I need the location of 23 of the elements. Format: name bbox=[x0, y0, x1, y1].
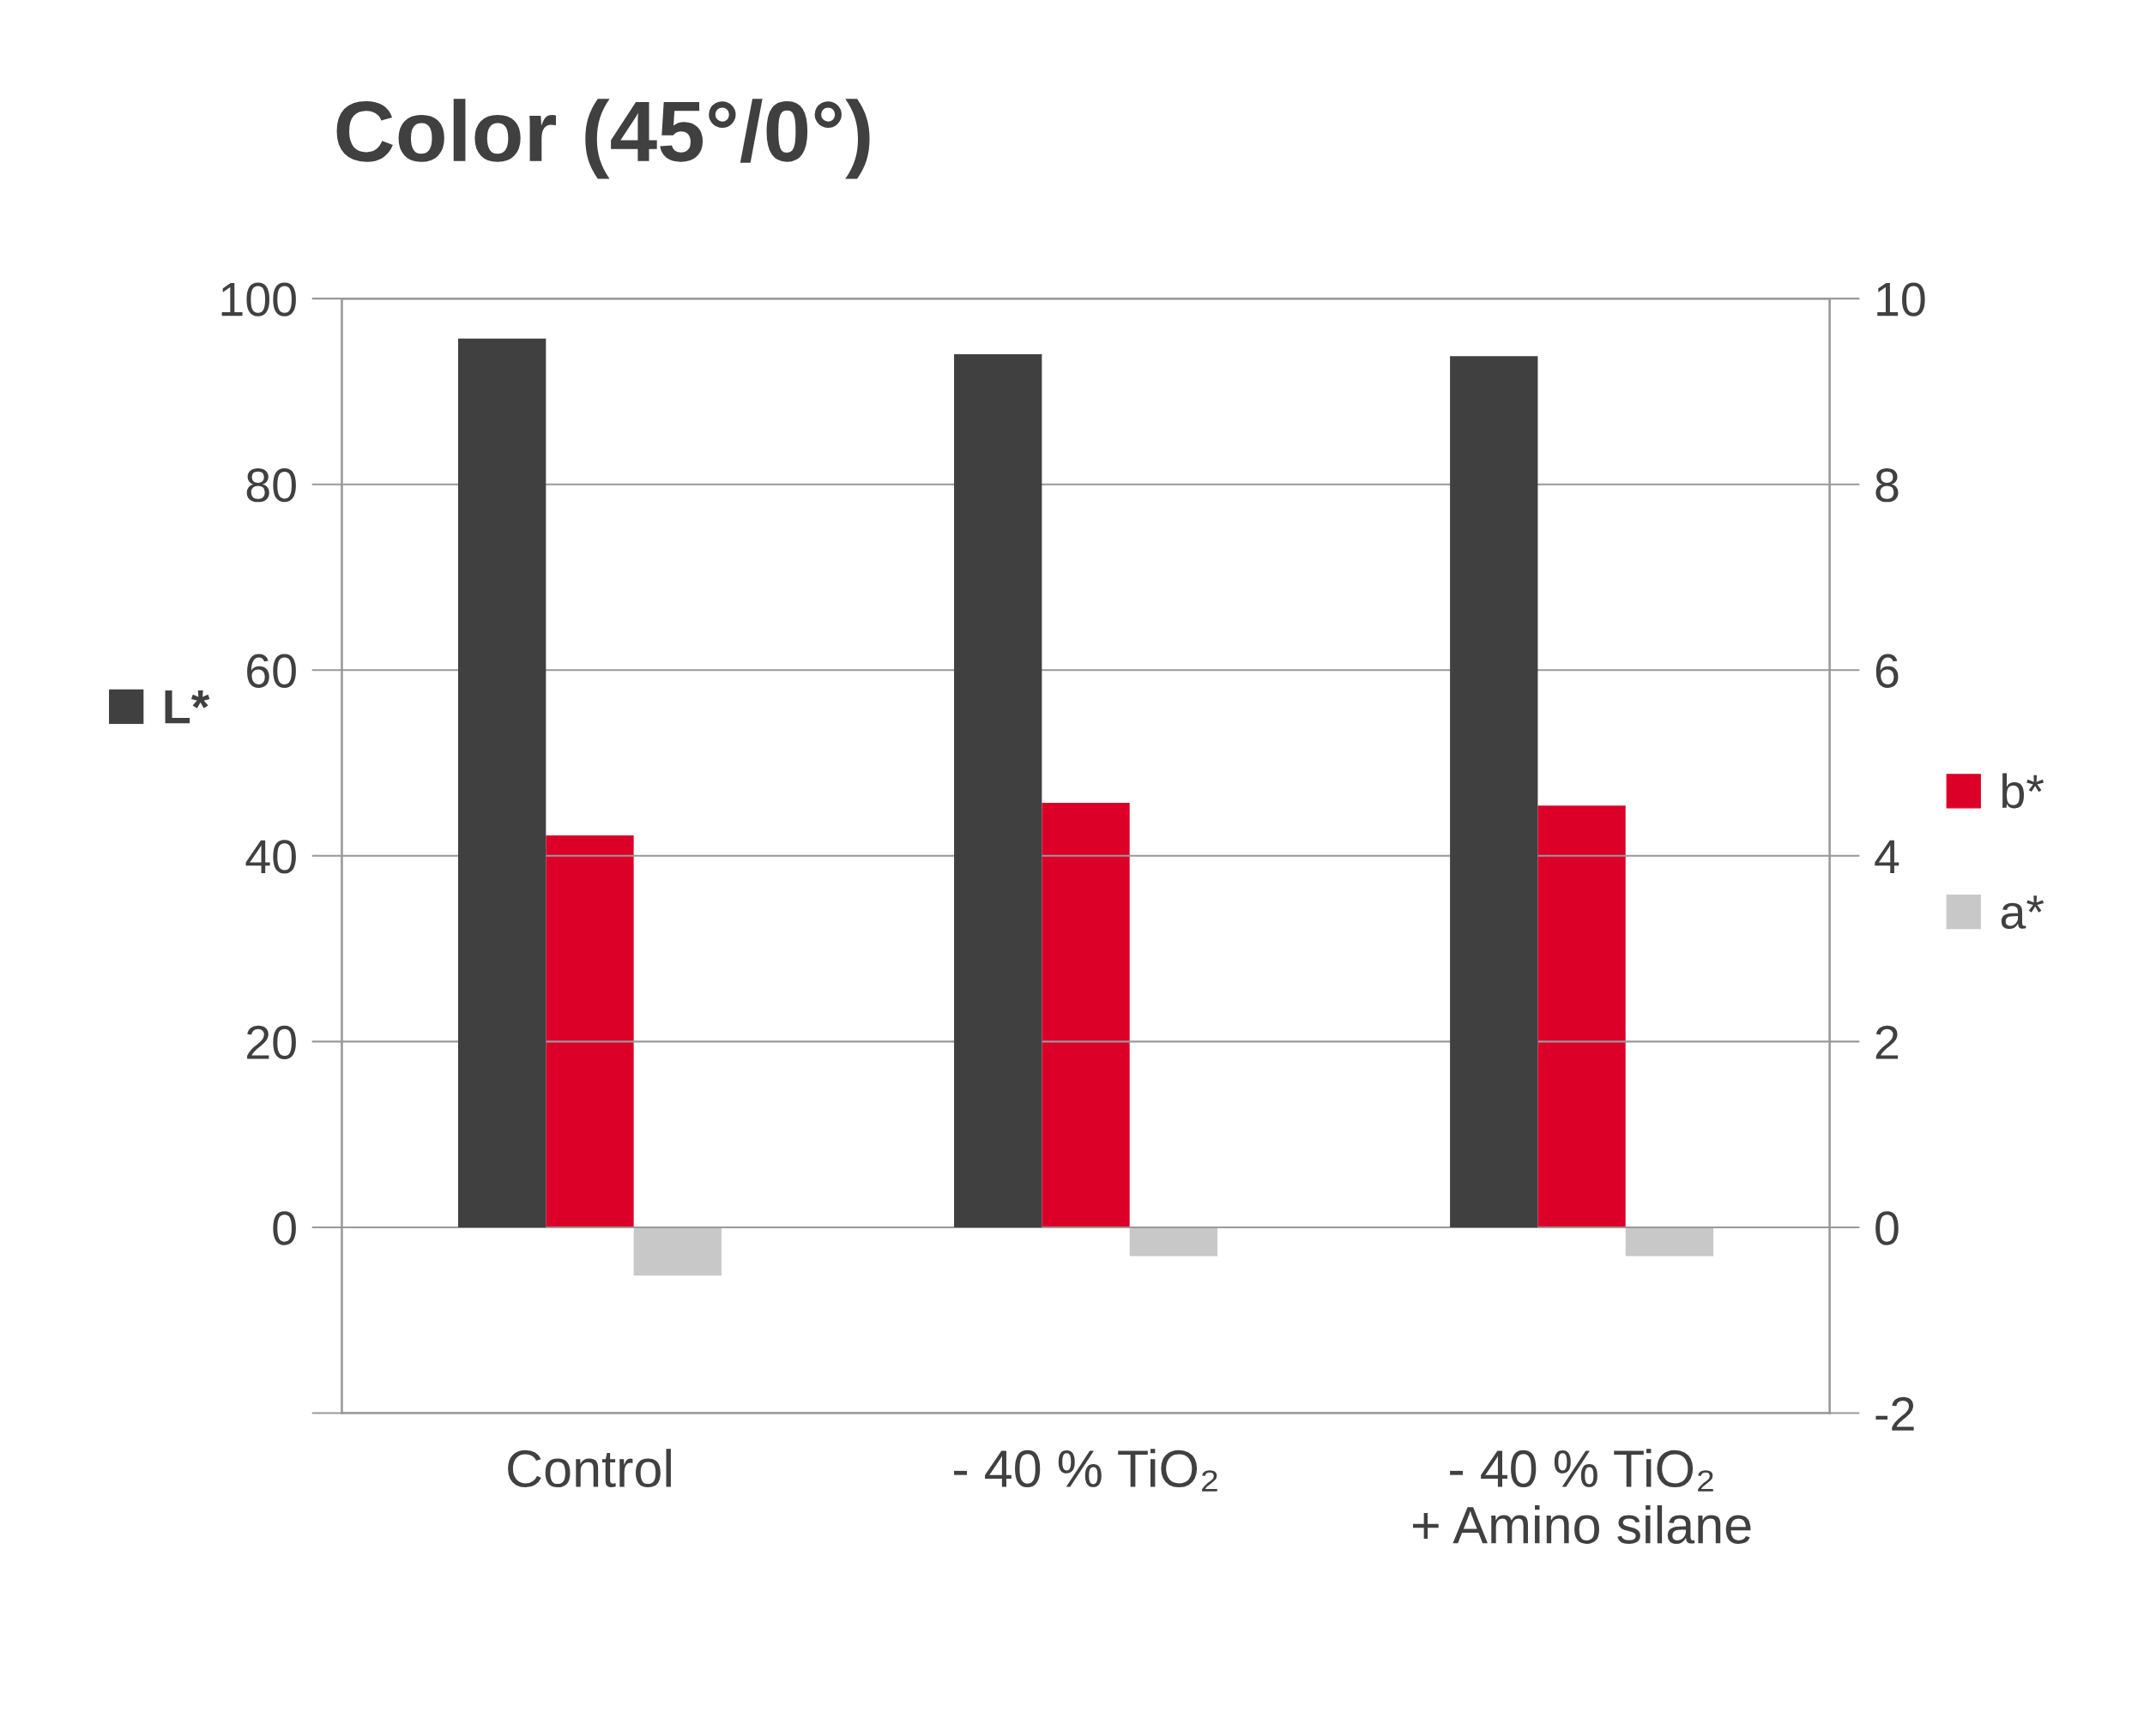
x-tick-label: - 40 % TiO₂ + Amino silane bbox=[1412, 1449, 1751, 1544]
legend-label: b* bbox=[2002, 773, 2044, 809]
y-tick-label: 100 bbox=[221, 282, 296, 316]
y-tick-label: 80 bbox=[246, 468, 296, 503]
y2-tick-label: 4 bbox=[1875, 840, 1899, 873]
bar bbox=[1129, 1227, 1217, 1257]
x-tick-label: - 40 % TiO₂ bbox=[954, 1449, 1217, 1492]
bar bbox=[1625, 1227, 1714, 1257]
x-tick-label: Control bbox=[508, 1449, 671, 1488]
y2-tick-label: 0 bbox=[1875, 1211, 1899, 1245]
chart-title: Color (45°/0°) bbox=[336, 99, 870, 179]
y-tick-label: 20 bbox=[247, 1025, 296, 1060]
y2-tick-label: 8 bbox=[1875, 468, 1899, 503]
legend-label: L* bbox=[165, 690, 210, 724]
y2-tick-label: -2 bbox=[1875, 1396, 1914, 1431]
y-tick-label: 60 bbox=[247, 654, 296, 688]
y-tick-label: 0 bbox=[273, 1211, 296, 1245]
legend-label: a* bbox=[2001, 895, 2044, 930]
y2-tick-label: 10 bbox=[1877, 282, 1925, 316]
y-tick-label: 40 bbox=[245, 840, 296, 874]
y2-tick-label: 6 bbox=[1875, 654, 1899, 688]
bar bbox=[633, 1227, 722, 1276]
y2-tick-label: 2 bbox=[1875, 1025, 1899, 1059]
